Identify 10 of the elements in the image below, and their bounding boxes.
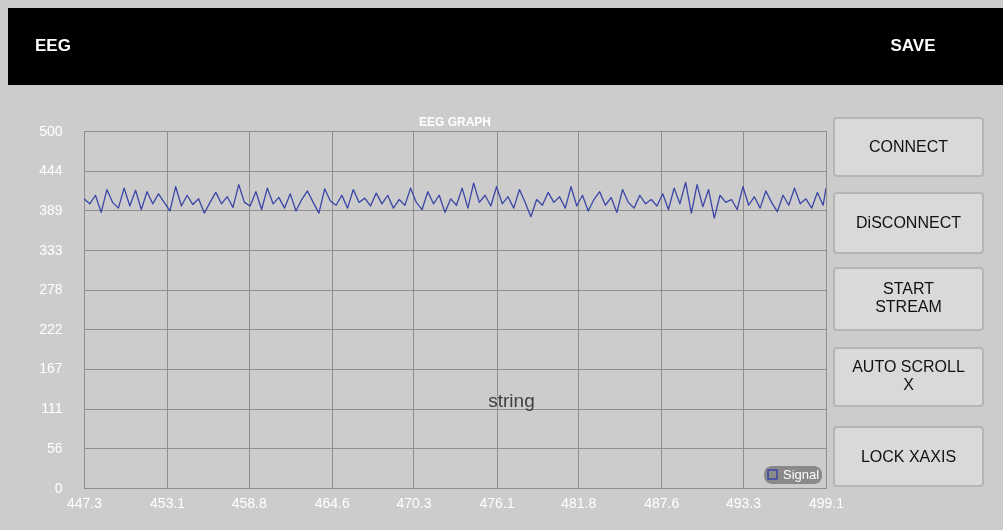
annotation: string: [488, 390, 535, 411]
text: EEG: [35, 36, 71, 55]
text: CONNECT: [868, 138, 949, 155]
text: SAVE: [890, 36, 936, 55]
text: DiSCONNECT: [856, 214, 962, 231]
text: AUTO SCROLL X: [852, 358, 965, 393]
line-series: [84, 181, 826, 219]
legend-label: Signal: [783, 466, 820, 482]
text: START STREAM: [875, 280, 942, 315]
text: LOCK XAXIS: [860, 447, 957, 465]
